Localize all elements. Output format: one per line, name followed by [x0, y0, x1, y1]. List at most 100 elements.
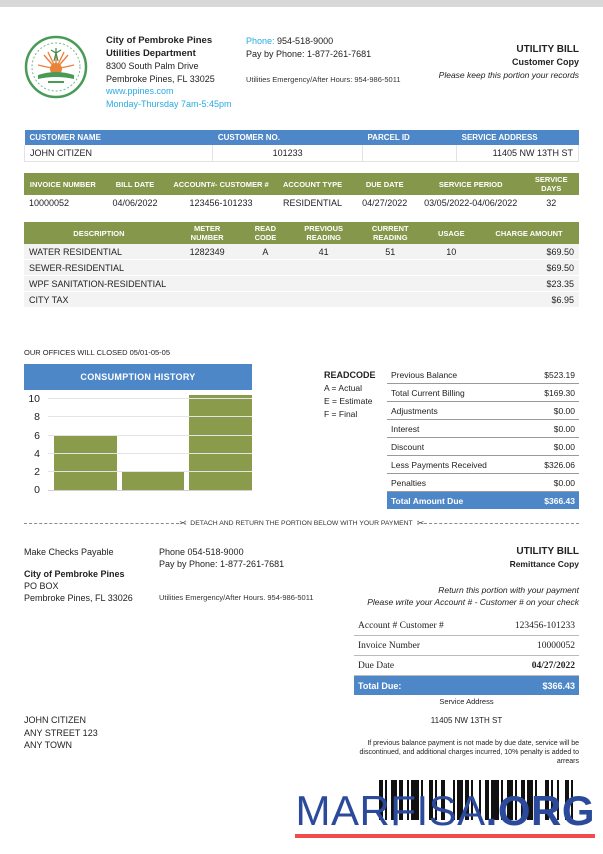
readcode-final: F = Final [324, 409, 358, 419]
chart-gridline [48, 416, 252, 418]
read-code: A [240, 244, 291, 260]
charge-row: WATER RESIDENTIAL 1282349 A 41 51 10 $69… [24, 244, 579, 260]
detach-text: DETACH AND RETURN THE PORTION BELOW WITH… [190, 520, 413, 527]
remittance-header-blocks: Make Checks Payable City of Pembroke Pin… [24, 546, 579, 608]
remit-service-address: 11405 NW 13TH ST [430, 716, 503, 725]
watermark-tld: .ORG [485, 787, 595, 834]
watermark-text: MARFISA.ORG [295, 790, 595, 832]
col-account-type: ACCOUNT TYPE [273, 173, 352, 195]
chart-ytick-label: 10 [28, 393, 40, 406]
summary-label: Less Payments Received [391, 460, 487, 470]
summary-row: Less Payments Received $326.06 [387, 456, 579, 474]
scissors-icon: ✂ [416, 518, 425, 528]
chart-title: CONSUMPTION HISTORY [24, 364, 252, 390]
total-due-label: Total Amount Due [391, 496, 464, 506]
charge-description: WATER RESIDENTIAL [24, 244, 174, 260]
bill-date: 04/06/2022 [112, 198, 158, 208]
consumption-bar [189, 394, 253, 490]
col-usage: USAGE [423, 222, 480, 244]
charge-row: WPF SANITATION-RESIDENTIAL $23.35 [24, 275, 579, 292]
col-meter-number: METER NUMBER [173, 222, 241, 244]
phone-line: Phone: 954-518-9000 [246, 35, 421, 48]
chart-gridline [48, 452, 252, 454]
summary-label: Discount [391, 442, 425, 452]
remit-pay-by-phone: Pay by Phone: 1-877-261-7681 [159, 559, 285, 569]
invoice-table: INVOICE NUMBER BILL DATE ACCOUNT#- CUSTO… [24, 173, 579, 211]
mailing-street: ANY STREET 123 [24, 727, 98, 738]
summary-row: Penalties $0.00 [387, 474, 579, 492]
phone-info: Phone: 954-518-9000 Pay by Phone: 1-877-… [246, 35, 421, 110]
summary-label: Penalties [391, 478, 426, 488]
remit-bill-title: UTILITY BILL [516, 546, 579, 557]
return-note-2: Please write your Account # - Customer #… [367, 597, 579, 607]
previous-reading: 41 [290, 244, 357, 260]
balance-summary: Previous Balance $523.19 Total Current B… [387, 366, 579, 509]
service-address: 11405 NW 13TH ST [456, 145, 579, 162]
penalty-fine-print: If previous balance payment is not made … [359, 740, 579, 765]
payee-city: Pembroke Pines, FL 33026 [24, 593, 133, 603]
summary-label: Previous Balance [391, 370, 458, 380]
remit-value: 10000052 [537, 641, 575, 651]
chart-ytick-label: 0 [34, 484, 40, 496]
remittance-details: Account # Customer # 123456-101233 Invoi… [354, 616, 579, 820]
mailing-address: JOHN CITIZEN ANY STREET 123 ANY TOWN [24, 616, 354, 820]
invoice-table-header: INVOICE NUMBER BILL DATE ACCOUNT#- CUSTO… [24, 173, 579, 195]
remit-row: Due Date 04/27/2022 [354, 656, 579, 676]
current-reading: 51 [356, 244, 424, 260]
charge-amount: $69.50 [479, 244, 579, 260]
remit-label: Account # Customer # [358, 621, 444, 631]
remit-value: 123456-101233 [514, 621, 575, 631]
service-period: 03/05/2022-04/06/2022 [424, 198, 518, 208]
remittance-copy-block: UTILITY BILL Remittance Copy Return this… [359, 546, 579, 608]
remit-total-value: $366.43 [542, 681, 575, 691]
total-amount-due-row: Total Amount Due $366.43 [387, 492, 579, 509]
readcode-legend: READCODE A = Actual E = Estimate F = Fin… [324, 369, 376, 421]
return-note-1: Return this portion with your payment [438, 585, 579, 595]
customer-number: 101233 [212, 145, 363, 162]
summary-value: $326.06 [544, 460, 575, 470]
summary-value: $0.00 [553, 406, 575, 416]
due-date: 04/27/2022 [362, 198, 408, 208]
col-previous-reading: PREVIOUS READING [290, 222, 357, 244]
dashed-line [424, 523, 579, 524]
col-account-customer: ACCOUNT#- CUSTOMER # [168, 173, 274, 195]
summary-value: $169.30 [544, 388, 575, 398]
col-parcel-id: PARCEL ID [362, 130, 457, 145]
meter-number: 1282349 [173, 244, 241, 260]
charge-amount: $23.35 [479, 275, 579, 292]
office-closed-notice: OUR OFFICES WILL CLOSED 05/01-05-05 [24, 348, 171, 357]
watermark-underline [295, 834, 595, 838]
org-address-line1: 8300 South Palm Drive [106, 61, 199, 71]
readcode-actual: A = Actual [324, 383, 363, 393]
org-website-link[interactable]: www.ppines.com [106, 86, 174, 96]
invoice-number: 10000052 [29, 198, 70, 208]
chart-gridline [48, 398, 252, 400]
pay-by-phone: Pay by Phone: 1-877-261-7681 [246, 49, 372, 59]
col-bill-date: BILL DATE [101, 173, 169, 195]
scissors-icon: ✂ [178, 518, 187, 528]
bill-header: City of Pembroke Pines Utilities Departm… [24, 35, 579, 110]
barcode [379, 780, 579, 820]
customer-name: JOHN CITIZEN [23, 145, 214, 162]
copy-info: UTILITY BILL Customer Copy Please keep t… [421, 35, 579, 110]
summary-row: Discount $0.00 [387, 438, 579, 456]
service-days: 32 [546, 198, 557, 208]
parcel-id [361, 145, 458, 162]
charge-row: CITY TAX $6.95 [24, 291, 579, 308]
summary-label: Adjustments [391, 406, 438, 416]
charge-row: SEWER-RESIDENTIAL $69.50 [24, 259, 579, 276]
customer-table-header: CUSTOMER NAME CUSTOMER NO. PARCEL ID SER… [24, 130, 579, 145]
summary-label: Total Current Billing [391, 388, 465, 398]
charge-amount: $69.50 [479, 259, 579, 276]
summary-label: Interest [391, 424, 420, 434]
remit-emergency: Utilities Emergency/After Hours. 954-986… [159, 593, 314, 602]
payee-name: City of Pembroke Pines [24, 569, 125, 579]
copy-type: Customer Copy [511, 57, 579, 67]
chart-gridline [48, 434, 252, 436]
chart-bars [54, 392, 253, 490]
total-due-value: $366.43 [544, 496, 575, 506]
mailing-name: JOHN CITIZEN [24, 715, 86, 725]
col-current-reading: CURRENT READING [356, 222, 424, 244]
consumption-bar [54, 435, 117, 490]
remittance-table: Account # Customer # 123456-101233 Invoi… [354, 616, 579, 695]
